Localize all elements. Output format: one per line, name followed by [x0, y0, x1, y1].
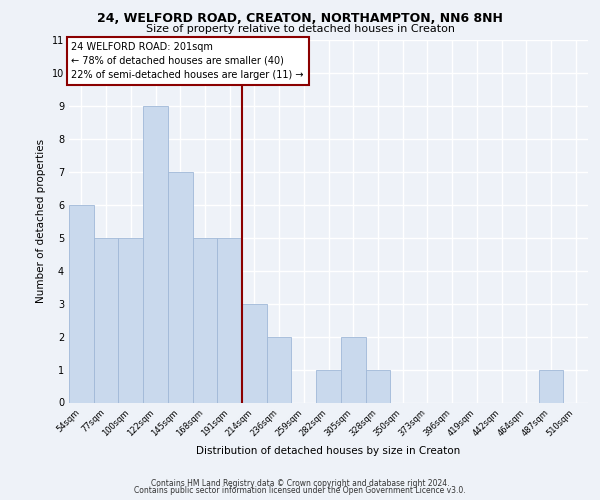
Y-axis label: Number of detached properties: Number of detached properties [37, 139, 46, 304]
Bar [217, 238, 242, 402]
Bar [365, 370, 390, 402]
Bar [69, 205, 94, 402]
Bar [94, 238, 118, 402]
Bar [193, 238, 217, 402]
Bar [539, 370, 563, 402]
Bar [143, 106, 168, 403]
Text: Contains public sector information licensed under the Open Government Licence v3: Contains public sector information licen… [134, 486, 466, 495]
Bar [242, 304, 267, 402]
Text: 24 WELFORD ROAD: 201sqm
← 78% of detached houses are smaller (40)
22% of semi-de: 24 WELFORD ROAD: 201sqm ← 78% of detache… [71, 42, 304, 80]
Bar [118, 238, 143, 402]
X-axis label: Distribution of detached houses by size in Creaton: Distribution of detached houses by size … [196, 446, 461, 456]
Text: 24, WELFORD ROAD, CREATON, NORTHAMPTON, NN6 8NH: 24, WELFORD ROAD, CREATON, NORTHAMPTON, … [97, 12, 503, 26]
Bar [341, 336, 365, 402]
Text: Size of property relative to detached houses in Creaton: Size of property relative to detached ho… [146, 24, 455, 34]
Bar [316, 370, 341, 402]
Bar [168, 172, 193, 402]
Bar [267, 336, 292, 402]
Text: Contains HM Land Registry data © Crown copyright and database right 2024.: Contains HM Land Registry data © Crown c… [151, 478, 449, 488]
